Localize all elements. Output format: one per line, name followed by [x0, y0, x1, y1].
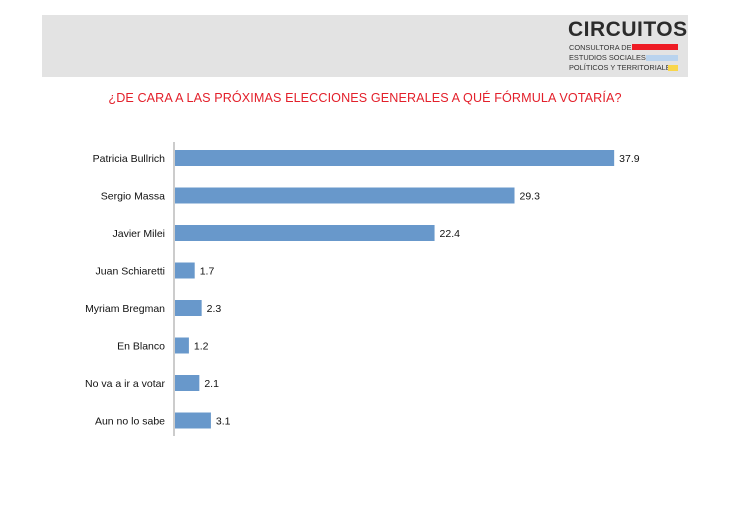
- value-label: 3.1: [216, 416, 231, 428]
- circuitos-logo: CIRCUITOS CONSULTORA DE ESTUDIOS SOCIALE…: [568, 19, 687, 75]
- bar: [175, 412, 211, 429]
- category-label: Myriam Bregman: [85, 303, 165, 315]
- logo-line-1: CONSULTORA DE: [569, 43, 632, 52]
- bars-layer: Patricia Bullrich 37.9 Sergio Massa 29.3 Jav…: [85, 150, 640, 429]
- value-label: 22.4: [440, 228, 461, 240]
- logo-line-3: POLÍTICOS Y TERRITORIALES: [569, 63, 676, 72]
- logo-blue-bar: [646, 55, 678, 61]
- value-label: 37.9: [619, 153, 640, 165]
- category-label: Sergio Massa: [101, 191, 165, 203]
- chart-title: ¿DE CARA A LAS PRÓXIMAS ELECCIONES GENER…: [108, 91, 622, 105]
- value-label: 29.3: [520, 191, 541, 203]
- category-label: No va a ir a votar: [85, 378, 165, 390]
- logo-red-bar: [632, 44, 678, 50]
- value-label: 1.7: [200, 266, 215, 278]
- category-label: Aun no lo sabe: [95, 416, 165, 428]
- value-label: 2.3: [207, 303, 222, 315]
- bar: [175, 187, 515, 204]
- value-label: 1.2: [194, 341, 209, 353]
- category-label: Javier Milei: [112, 228, 165, 240]
- value-label: 2.1: [204, 378, 219, 390]
- header-band: [42, 15, 688, 77]
- bar: [175, 150, 615, 166]
- bar: [175, 225, 435, 241]
- bar-chart: Patricia Bullrich 37.9 Sergio Massa 29.3 Jav…: [85, 142, 640, 436]
- category-label: Patricia Bullrich: [93, 153, 166, 165]
- bar: [175, 375, 200, 391]
- bar: [175, 300, 202, 316]
- category-label: En Blanco: [117, 341, 165, 353]
- category-label: Juan Schiaretti: [96, 266, 165, 278]
- bar: [175, 262, 195, 279]
- bar: [175, 337, 189, 354]
- logo-yellow-bar: [668, 65, 678, 71]
- logo-line-2: ESTUDIOS SOCIALES,: [569, 53, 648, 62]
- logo-title: CIRCUITOS: [568, 18, 688, 41]
